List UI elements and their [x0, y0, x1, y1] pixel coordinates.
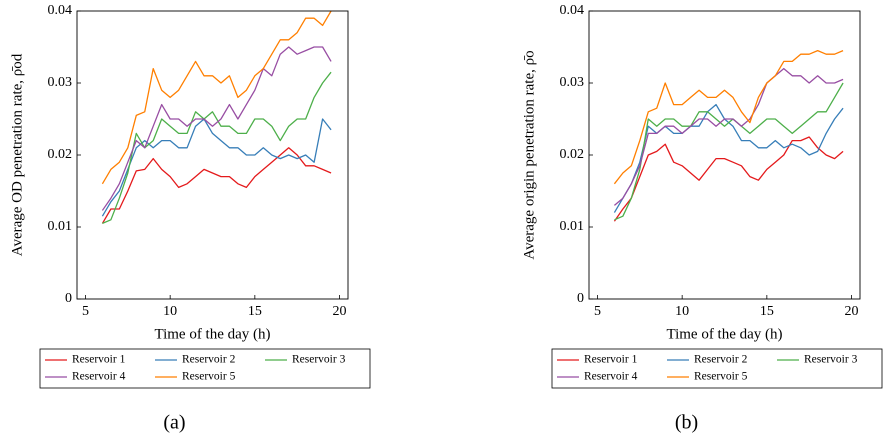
axis-frame — [588, 10, 861, 300]
y-axis-label: Average origin penetration rate, ρ̄o — [521, 50, 537, 259]
data-line — [614, 82, 844, 221]
x-axis-label: Time of the day (h) — [154, 326, 270, 342]
data-line — [613, 136, 844, 222]
y-tick-label: 0.04 — [560, 3, 585, 18]
data-line — [613, 49, 844, 185]
y-tick-label: 0.04 — [48, 3, 73, 18]
x-tick-label: 5 — [594, 304, 601, 319]
legend-label: Reservoir 2 — [694, 354, 748, 366]
legend-label: Reservoir 4 — [584, 371, 638, 383]
legend-label: Reservoir 3 — [804, 354, 858, 366]
data-line — [613, 67, 844, 206]
y-axis-label: Average OD penetration rate, ρ̄od — [9, 53, 25, 256]
x-tick-label: 20 — [845, 304, 859, 319]
legend-label: Reservoir 5 — [694, 371, 748, 383]
y-tick-label: 0 — [577, 291, 584, 306]
x-tick-label: 5 — [82, 304, 89, 319]
legend-label: Reservoir 5 — [182, 371, 236, 383]
data-line — [101, 147, 332, 224]
data-line — [101, 10, 332, 185]
legend-label: Reservoir 4 — [72, 371, 126, 383]
caption: (b) — [675, 412, 698, 434]
y-tick-label: 0.03 — [560, 75, 585, 90]
x-tick-label: 15 — [248, 304, 262, 319]
x-tick-label: 10 — [163, 304, 177, 319]
legend-label: Reservoir 2 — [182, 354, 236, 366]
y-tick-label: 0.03 — [48, 75, 73, 90]
legend-box — [39, 348, 371, 389]
legend-label: Reservoir 3 — [292, 354, 346, 366]
y-tick-label: 0.01 — [560, 219, 585, 234]
legend-label: Reservoir 1 — [72, 354, 126, 366]
y-tick-label: 0 — [65, 291, 72, 306]
axis-frame — [76, 10, 349, 300]
x-axis-label: Time of the day (h) — [666, 326, 782, 342]
data-line — [102, 71, 332, 224]
y-tick-label: 0.02 — [560, 147, 585, 162]
legend-label: Reservoir 1 — [584, 354, 638, 366]
y-tick-label: 0.01 — [48, 219, 73, 234]
x-tick-label: 15 — [760, 304, 774, 319]
caption: (a) — [163, 412, 185, 434]
x-tick-label: 20 — [333, 304, 347, 319]
data-line — [613, 103, 844, 213]
x-tick-label: 10 — [675, 304, 689, 319]
y-tick-label: 0.02 — [48, 147, 73, 162]
data-line — [101, 46, 332, 211]
legend-box — [551, 348, 883, 389]
